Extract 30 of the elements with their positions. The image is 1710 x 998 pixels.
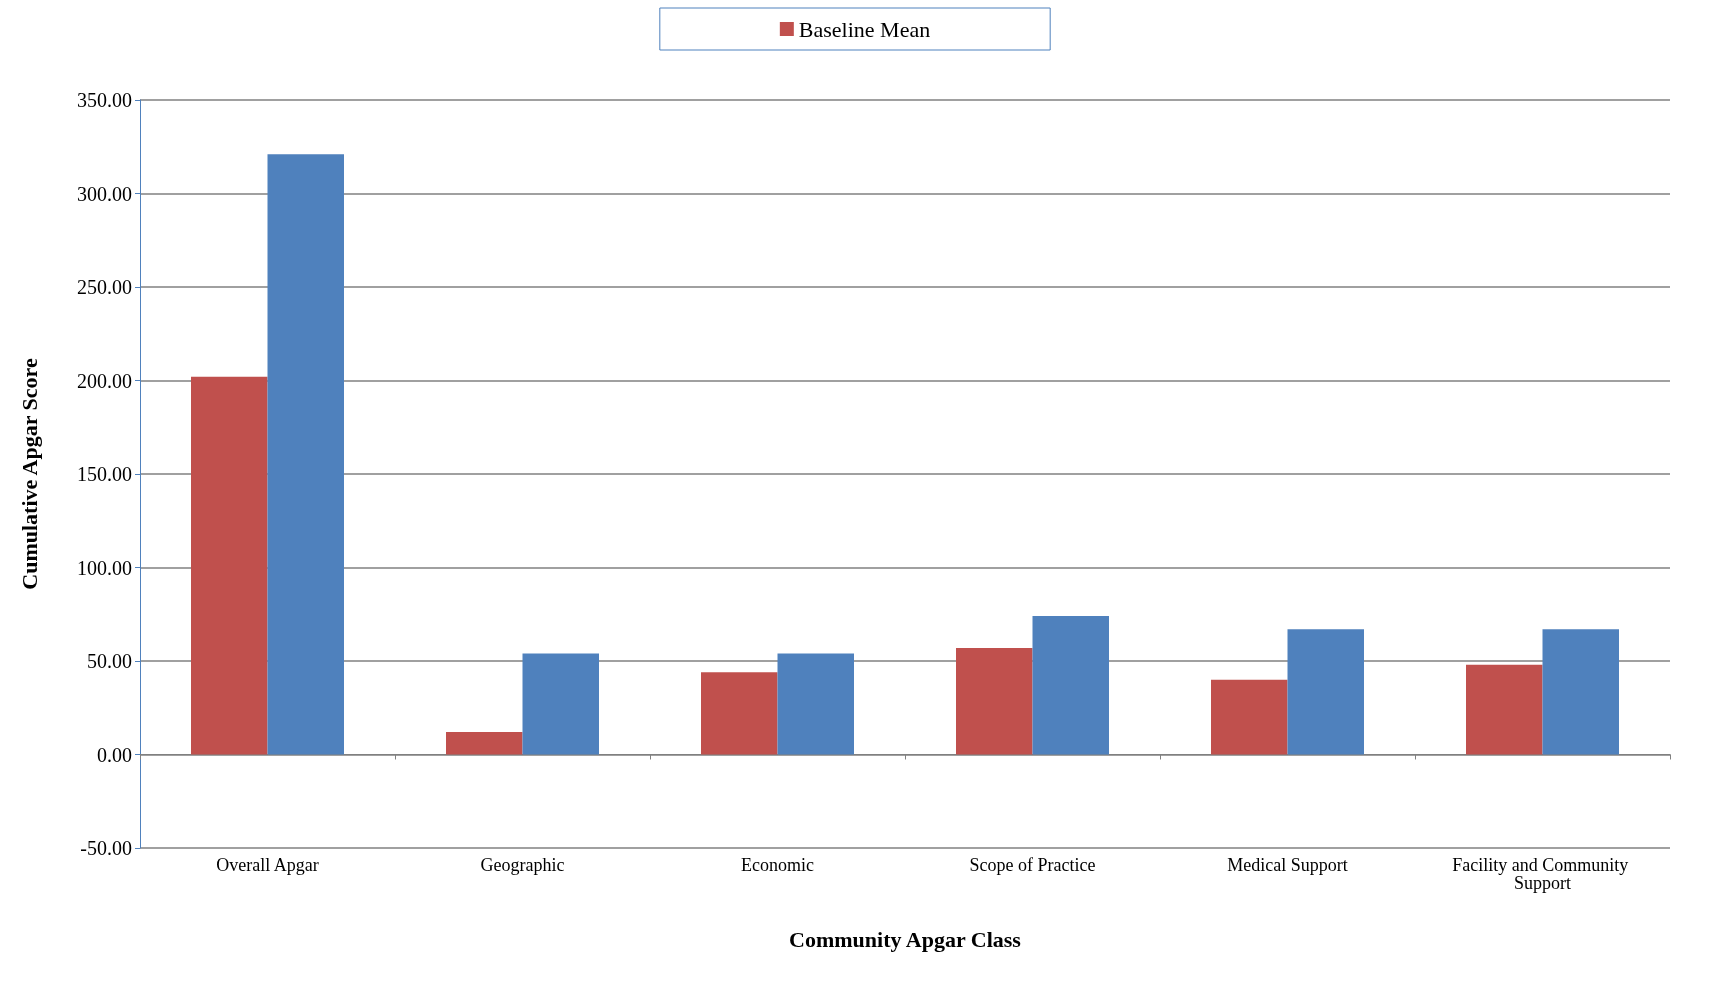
bar <box>956 647 1033 755</box>
bar <box>267 154 344 755</box>
y-axis-title: Cumulative Apgar Score <box>16 358 42 590</box>
y-tick-label: 50.00 <box>87 650 132 672</box>
x-tick-label: Economic <box>741 855 814 875</box>
bar <box>191 376 268 755</box>
bar <box>522 653 599 755</box>
x-tick-label: Medical Support <box>1227 855 1348 875</box>
y-tick-label: 300.00 <box>77 182 132 205</box>
bar <box>1287 629 1364 755</box>
y-tick-label: 100.00 <box>77 556 132 579</box>
x-axis-title: Community Apgar Class <box>789 926 1022 952</box>
bar <box>777 653 854 755</box>
y-tick-label: 250.00 <box>77 276 132 298</box>
y-tick-label: 350.00 <box>77 89 132 111</box>
x-tick-label: Scope of Practice <box>969 855 1096 875</box>
y-tick-label: 200.00 <box>77 369 132 392</box>
x-tick-label: Overall Apgar <box>216 855 319 875</box>
bar <box>1466 664 1543 755</box>
bar <box>1211 679 1288 755</box>
bar <box>446 732 523 755</box>
x-tick-label: Facility and Community Support <box>1452 855 1633 893</box>
y-tick-label: -50.00 <box>80 837 132 859</box>
y-tick-label: 0.00 <box>97 743 132 766</box>
bar <box>1032 616 1109 755</box>
x-tick-label: Geographic <box>480 855 565 875</box>
y-tick-label: 150.00 <box>77 463 132 485</box>
bar <box>701 672 778 755</box>
bar <box>1542 629 1619 755</box>
legend-label: Baseline Mean <box>798 16 931 42</box>
